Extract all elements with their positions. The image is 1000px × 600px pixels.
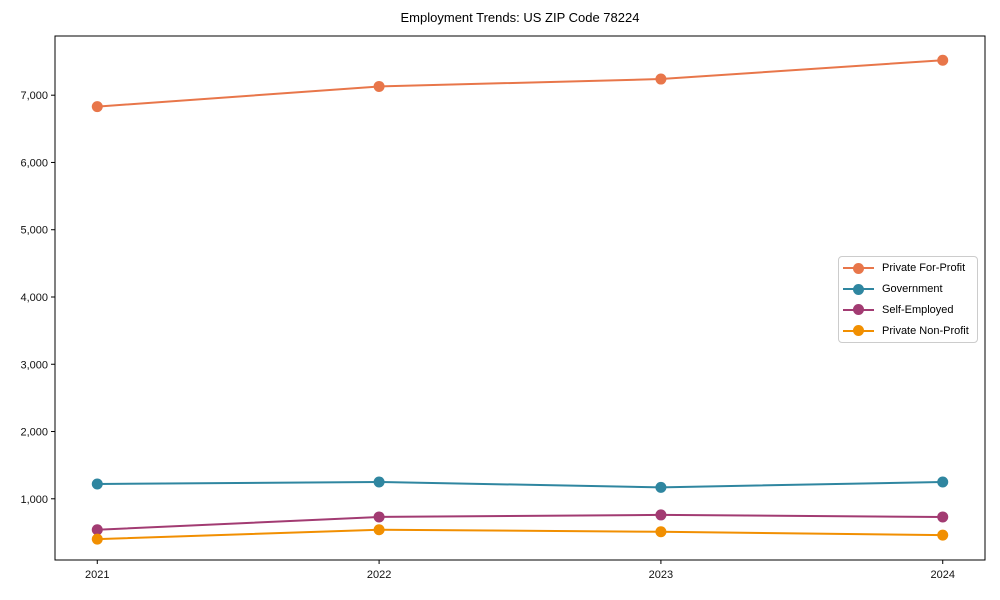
legend-marker-dot-icon (853, 283, 864, 295)
y-tick-label: 5,000 (20, 225, 48, 237)
x-tick-label: 2023 (649, 569, 673, 581)
data-point-marker (91, 533, 103, 545)
data-point-marker (655, 481, 667, 493)
chart-legend: Private For-Profit Government Self-Employe… (838, 256, 978, 343)
legend-line-marker-icon (843, 262, 874, 274)
y-tick-label: 3,000 (20, 359, 48, 371)
series-line (96, 528, 944, 541)
legend-entry: Private Non-Profit (843, 320, 973, 341)
y-tick-label: 2,000 (20, 427, 48, 439)
axes-frame (54, 35, 986, 561)
y-tick-label: 6,000 (20, 157, 48, 169)
legend-entry: Private For-Profit (843, 258, 973, 279)
data-point-marker (373, 511, 385, 523)
data-point-marker (373, 80, 385, 92)
legend-label: Private Non-Profit (882, 324, 969, 337)
legend-marker-dot-icon (853, 304, 864, 316)
data-point-marker (373, 476, 385, 488)
series-line (96, 513, 944, 531)
x-tick-label: 2021 (85, 569, 109, 581)
data-point-marker (937, 529, 949, 541)
chart-title: Employment Trends: US ZIP Code 78224 (400, 10, 640, 25)
data-point-marker (937, 476, 949, 488)
data-point-marker (373, 524, 385, 536)
series-line (96, 480, 944, 489)
data-point-marker (937, 54, 949, 66)
data-point-marker (937, 511, 949, 523)
data-point-marker (655, 73, 667, 85)
y-tick-label: 4,000 (20, 292, 48, 304)
legend-marker-dot-icon (853, 325, 864, 337)
series-line (96, 59, 944, 108)
x-tick-label: 2022 (367, 569, 391, 581)
legend-entry: Government (843, 279, 973, 300)
legend-entry: Self-Employed (843, 300, 973, 321)
legend-label: Self-Employed (882, 303, 954, 316)
y-tick-label: 1,000 (20, 494, 48, 506)
data-point-marker (91, 101, 103, 113)
data-point-marker (91, 524, 103, 536)
data-point-marker (655, 509, 667, 521)
legend-label: Private For-Profit (882, 262, 966, 275)
x-tick-label: 2024 (930, 569, 954, 581)
legend-label: Government (882, 283, 943, 296)
legend-line-marker-icon (843, 325, 874, 337)
data-point-marker (91, 478, 103, 490)
y-tick-label: 7,000 (20, 90, 48, 102)
data-point-marker (655, 526, 667, 538)
legend-line-marker-icon (843, 283, 874, 295)
legend-marker-dot-icon (853, 262, 864, 274)
legend-line-marker-icon (843, 304, 874, 316)
